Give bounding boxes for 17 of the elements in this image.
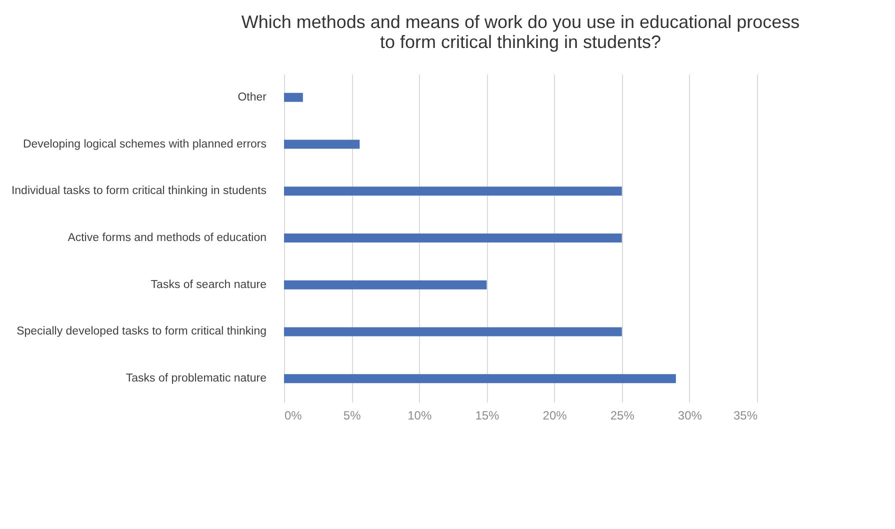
x-tick-label: 0%	[284, 408, 302, 422]
y-tick-label: Specially developed tasks to form critical thinking	[16, 326, 266, 338]
y-tick-label: Tasks of problematic nature	[126, 372, 266, 385]
y-tick-label: Tasks of search nature	[150, 278, 266, 291]
x-tick-label: 15%	[475, 408, 500, 422]
y-tick-label: Developing logical schemes with planned errors	[22, 138, 267, 150]
text: Which methods and means of work do you use in educational process	[241, 12, 800, 32]
x-tick-label: 25%	[610, 408, 635, 422]
x-tick-label: 5%	[343, 408, 362, 422]
y-tick-label: Active forms and methods of education	[68, 232, 266, 244]
x-tick-label: 10%	[408, 408, 432, 422]
text: to form critical thinking in students?	[380, 32, 662, 52]
x-tick-label: 30%	[678, 408, 702, 422]
x-tick-label: 35%	[733, 408, 758, 422]
y-tick-label: Other	[238, 91, 267, 104]
x-tick-label: 20%	[542, 408, 568, 422]
y-tick-label: Individual tasks to form critical thinking in students	[11, 185, 267, 198]
